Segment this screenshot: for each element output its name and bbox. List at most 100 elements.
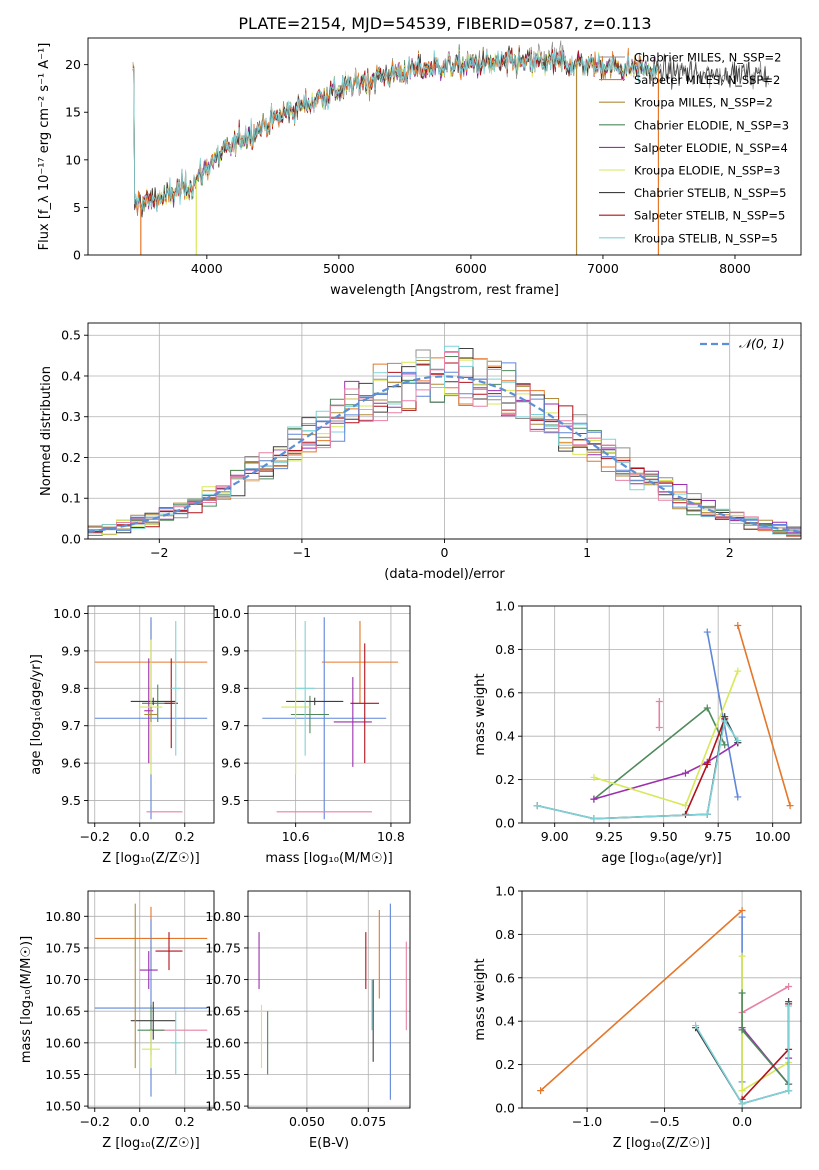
weight-marker-salpeter_miles <box>738 907 746 915</box>
y-tick-label: 20 <box>65 57 81 72</box>
weight-line-pink <box>741 985 789 1014</box>
y-tick-label: 0.2 <box>495 772 515 787</box>
axes-frame <box>87 605 215 824</box>
weight-line-blue <box>706 631 739 798</box>
y-tick-label: 0.2 <box>495 1057 515 1072</box>
y-tick-label: 0.4 <box>61 368 81 383</box>
x-tick-label: 5000 <box>323 261 355 276</box>
x-tick-label: 0 <box>441 545 449 560</box>
axes-frame <box>87 890 215 1109</box>
y-tick-label: 9.6 <box>61 756 81 771</box>
x-tick-label: 9.75 <box>704 829 732 844</box>
chart-spectrum: 4000 5000 6000 7000 8000 0 5 10 15 20 wavelength [… <box>37 37 802 298</box>
y-tick-label: 0.2 <box>61 450 81 465</box>
weight-line-salpeter_miles <box>737 625 791 806</box>
axes-frame <box>247 605 411 824</box>
y-tick-label: 10.75 <box>45 940 81 955</box>
y-axis-label: Normed distribution <box>39 366 54 496</box>
y-axis-label: mass weight <box>473 958 488 1040</box>
y-tick-label: 10.50 <box>205 1099 241 1114</box>
y-tick-label: 9.5 <box>61 793 81 808</box>
weight-line-chabrier_elodie <box>741 993 790 1085</box>
weight-marker-kroupa_stelib <box>590 815 598 823</box>
plot-area <box>258 903 407 1100</box>
y-tick-label: 10.65 <box>45 1004 81 1019</box>
weight-marker-pink <box>655 724 663 732</box>
x-axis-label: E(B-V) <box>309 1136 349 1151</box>
y-tick-label: 0.0 <box>61 532 81 547</box>
plot-area <box>533 622 794 823</box>
y-tick-label: 10.70 <box>45 972 81 987</box>
x-axis-label: (data-model)/error <box>384 567 505 582</box>
weight-marker-chabrier_elodie <box>738 989 746 997</box>
y-tick-label: 10.50 <box>45 1099 81 1114</box>
weight-marker-salpeter_stelib <box>703 760 711 768</box>
weight-marker-kroupa_elodie <box>590 773 598 781</box>
axes-frame <box>87 37 802 256</box>
y-tick-label: 0.3 <box>61 409 81 424</box>
y-tick-label: 0 <box>73 248 81 263</box>
histogram-kroupa_stelib <box>88 345 801 539</box>
y-tick-label: 10.65 <box>205 1004 241 1019</box>
y-tick-label: 0.1 <box>61 491 81 506</box>
axes-frame <box>521 890 802 1109</box>
y-tick-label: 15 <box>65 105 81 120</box>
plot-area <box>262 617 399 820</box>
legend-label: Chabrier ELODIE, N_SSP=3 <box>634 118 789 132</box>
weight-marker-chabrier_elodie <box>703 704 711 712</box>
y-tick-label: 10.60 <box>205 1035 241 1050</box>
x-axis-label: Z [log₁₀(Z/Z☉)] <box>102 1136 199 1151</box>
weight-marker-kroupa_stelib <box>721 717 729 725</box>
x-tick-label: 6000 <box>455 261 487 276</box>
plot-area <box>537 907 793 1108</box>
chart-z_vs_age: −0.2 0.0 0.2 9.5 9.6 9.7 9.8 9.9 10.0 Z [log₁₀(Z/… <box>29 605 215 866</box>
x-tick-label: −1 <box>293 545 311 560</box>
weight-marker-kroupa_elodie <box>681 802 689 810</box>
weight-line-salpeter_stelib <box>684 718 726 815</box>
overlay: 9.00 9.25 9.50 9.75 10.00 0.0 0.2 0.4 0.6 0.8 1.0 a… <box>473 599 802 866</box>
y-tick-label: 9.8 <box>221 681 241 696</box>
weight-line-salpeter_miles <box>540 909 743 1092</box>
x-axis-label: wavelength [Angstrom, rest frame] <box>330 283 559 298</box>
x-tick-label: −0.2 <box>80 1114 110 1129</box>
legend-label: Kroupa STELIB, N_SSP=5 <box>634 231 778 245</box>
y-tick-label: 9.7 <box>221 718 241 733</box>
x-tick-label: 0.2 <box>175 829 195 844</box>
histogram-pink <box>88 351 801 539</box>
weight-marker-blue <box>734 793 742 801</box>
y-tick-label: 0.6 <box>495 970 515 985</box>
x-tick-label: 1 <box>583 545 591 560</box>
weight-marker-blue <box>703 628 711 636</box>
y-tick-label: 5 <box>73 200 81 215</box>
legend-label: Kroupa ELODIE, N_SSP=3 <box>634 164 780 178</box>
weight-marker-salpeter_miles <box>537 1087 545 1095</box>
weight-marker-pink <box>655 697 663 705</box>
y-tick-label: 0.6 <box>495 685 515 700</box>
legend-label: Chabrier MILES, N_SSP=2 <box>634 51 781 65</box>
chart-z_vs_mass: −0.2 0.0 0.2 10.50 10.55 10.60 10.65 10.70 10.75… <box>19 890 215 1151</box>
y-tick-label: 0.0 <box>495 1101 515 1116</box>
x-tick-label: 0.075 <box>350 1114 386 1129</box>
legend-label: Chabrier STELIB, N_SSP=5 <box>634 186 786 200</box>
overlay: 10.6 10.8 9.5 9.6 9.7 9.8 9.9 10.0 mass [log₁₀(M… <box>213 605 411 866</box>
weight-marker-salpeter_elodie <box>681 769 689 777</box>
x-tick-label: −1.0 <box>572 1114 602 1129</box>
overlay: −0.2 0.0 0.2 10.50 10.55 10.60 10.65 10.70 10.75… <box>19 890 215 1151</box>
plot-area <box>88 345 801 539</box>
y-tick-label: 0.4 <box>495 1014 515 1029</box>
y-tick-label: 10.60 <box>45 1035 81 1050</box>
overlay: 4000 5000 6000 7000 8000 0 5 10 15 20 wavelength [… <box>37 37 802 298</box>
x-tick-label: 4000 <box>191 261 223 276</box>
x-tick-label: 0.0 <box>732 1114 752 1129</box>
weight-marker-kroupa_elodie <box>738 952 746 960</box>
legend-label: Salpeter STELIB, N_SSP=5 <box>634 209 785 223</box>
weight-marker-kroupa_stelib <box>738 1100 746 1108</box>
x-tick-label: 0.0 <box>130 1114 150 1129</box>
weight-marker-kroupa_stelib <box>703 810 711 818</box>
weight-line-kroupa_elodie <box>593 670 739 807</box>
weight-marker-kroupa_elodie <box>738 1087 746 1095</box>
plot-area <box>94 903 208 1097</box>
overlay: −1.0 −0.5 0.0 0.0 0.2 0.4 0.6 0.8 1.0 Z [log₁₀(Z/… <box>473 884 802 1151</box>
y-tick-label: 9.7 <box>61 718 81 733</box>
